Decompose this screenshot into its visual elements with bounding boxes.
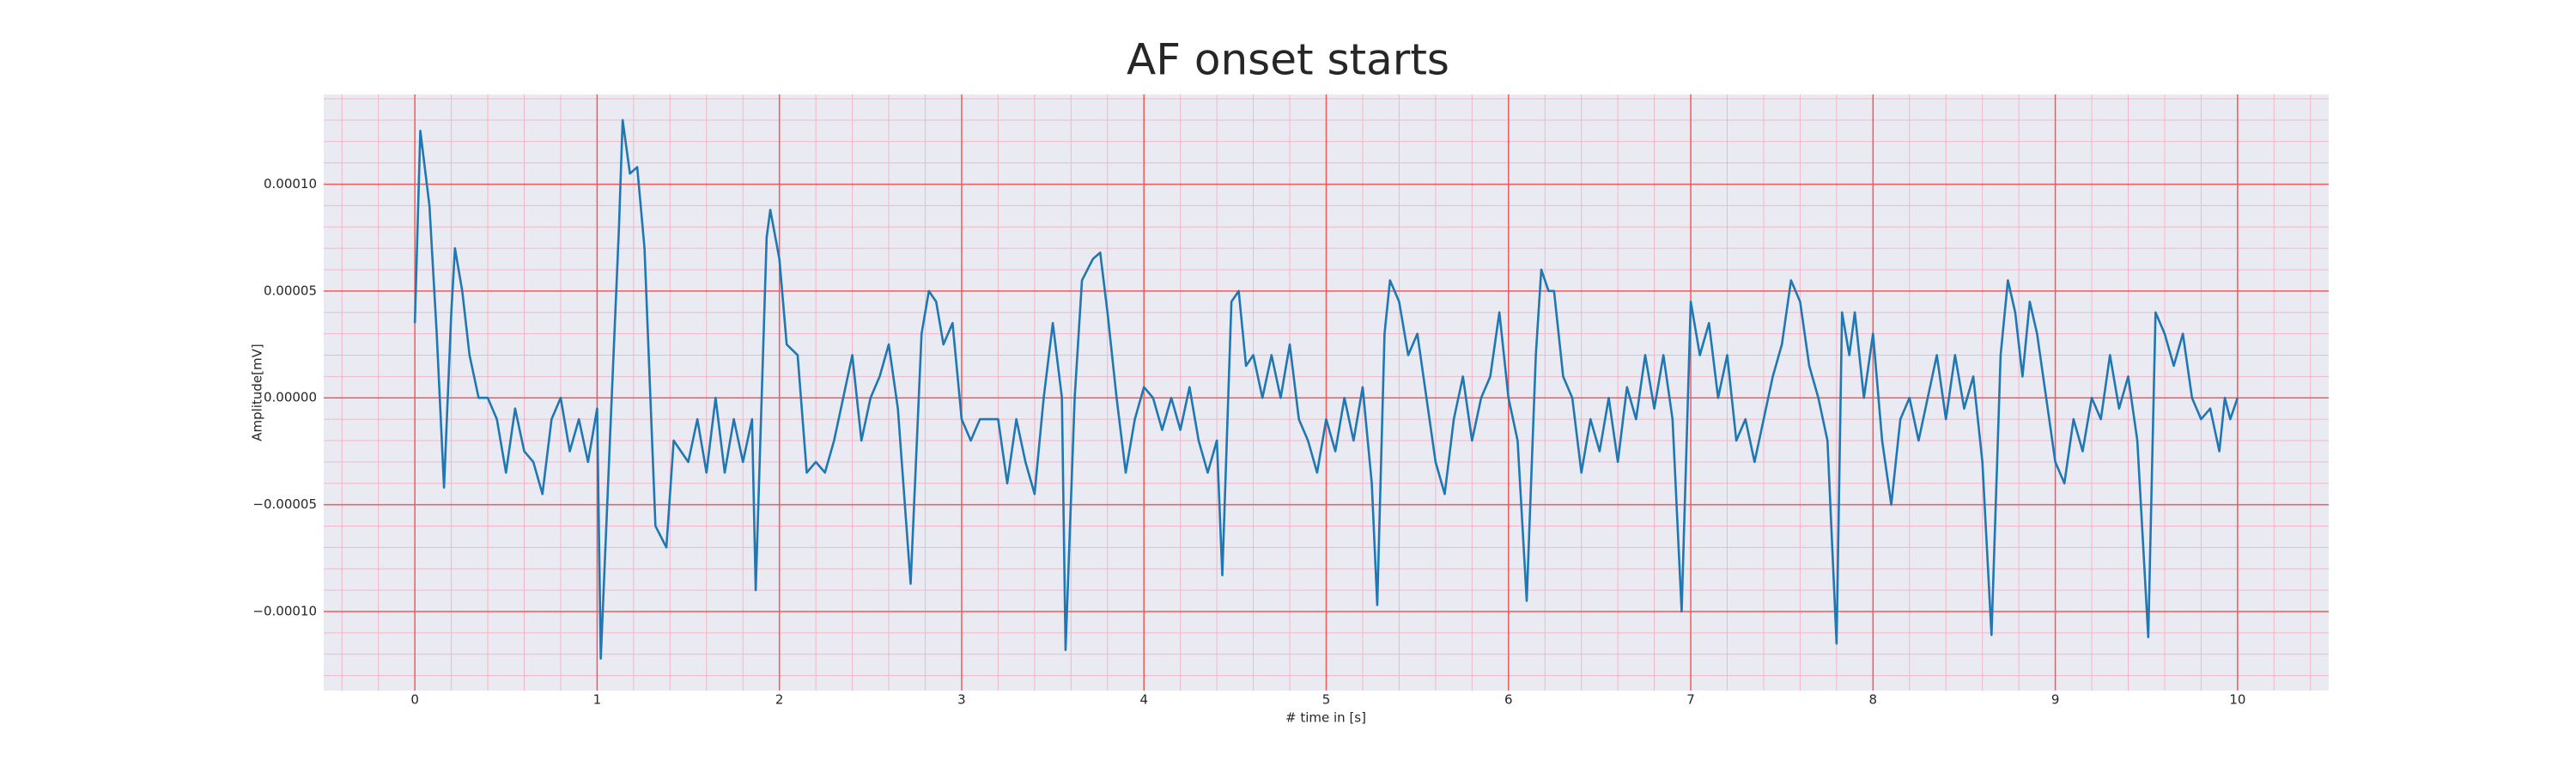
- y-tick-label: 0.00005: [264, 283, 317, 298]
- grid: [324, 94, 2329, 691]
- x-tick-label: 4: [1139, 692, 1148, 708]
- x-axis-label: # time in [s]: [1285, 710, 1366, 726]
- x-tick-label: 3: [957, 692, 966, 708]
- chart-title: AF onset starts: [1127, 35, 1449, 85]
- x-tick-label: 6: [1504, 692, 1513, 708]
- y-tick-label: 0.00000: [264, 390, 317, 405]
- y-tick-label: −0.00010: [252, 603, 317, 618]
- y-tick-label: 0.00010: [264, 176, 317, 192]
- x-tick-label: 2: [775, 692, 784, 708]
- labels: 0 1 2 3 4 5 6 7 8 9 10 −0.00010 −0.00005 0.00000 0.000…: [252, 176, 2245, 708]
- x-tick-label: 7: [1686, 692, 1695, 708]
- y-axis-label: Amplitude[mV]: [250, 344, 265, 441]
- x-tick-label: 0: [410, 692, 419, 708]
- x-tick-label: 5: [1322, 692, 1331, 708]
- x-tick-label: 9: [2051, 692, 2060, 708]
- marks: [413, 119, 2239, 660]
- x-tick-label: 1: [593, 692, 602, 708]
- y-tick-label: −0.00005: [252, 496, 317, 512]
- signal-line: [413, 119, 2239, 660]
- x-tick-label: 10: [2229, 692, 2245, 708]
- x-tick-label: 8: [1869, 692, 1878, 708]
